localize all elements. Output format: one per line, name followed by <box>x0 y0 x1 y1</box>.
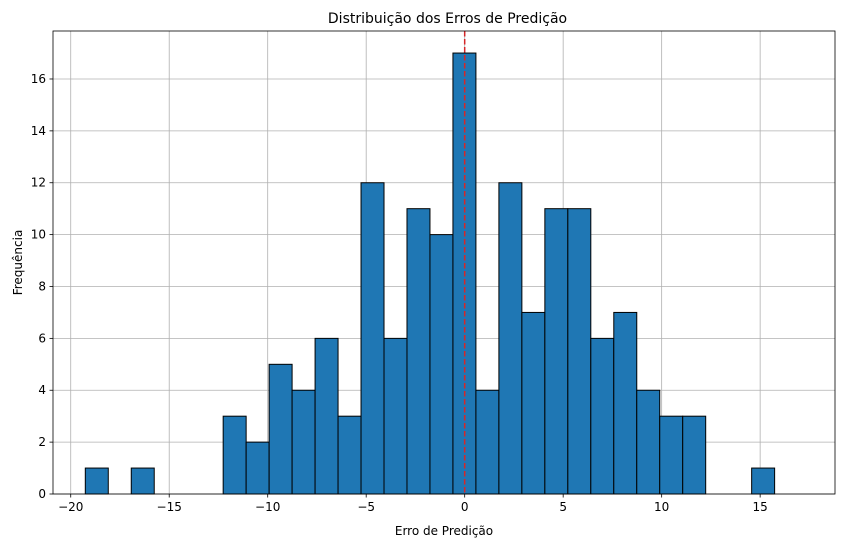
x-tick-label: 0 <box>461 500 469 514</box>
histogram-bar <box>544 208 569 495</box>
histogram-bar <box>337 415 362 495</box>
histogram-bar <box>636 389 661 495</box>
histogram-bar <box>383 337 408 495</box>
histogram-bar <box>84 467 109 495</box>
y-axis: 0 2 4 6 8 10 12 14 16 <box>31 72 53 501</box>
histogram-bar <box>245 441 270 495</box>
histogram-bar <box>567 208 592 495</box>
histogram-bar <box>751 467 776 495</box>
x-tick-label: 5 <box>559 500 567 514</box>
histogram-bar <box>659 415 684 495</box>
histogram-bar <box>521 311 546 495</box>
x-axis: −20 −15 −10 −5 0 5 10 15 <box>58 494 768 514</box>
x-tick-label: −15 <box>157 500 182 514</box>
chart-title: Distribuição dos Erros de Predição <box>328 11 567 27</box>
x-axis-label: Erro de Predição <box>395 524 493 538</box>
histogram-bar <box>222 415 247 495</box>
y-tick-label: 4 <box>38 383 46 397</box>
histogram-bar <box>475 389 500 495</box>
histogram-bar <box>360 182 385 495</box>
y-axis-label: Frequência <box>11 230 25 296</box>
y-tick-label: 10 <box>31 228 46 242</box>
histogram-bar <box>590 337 615 495</box>
y-tick-label: 14 <box>31 124 46 138</box>
x-tick-label: 15 <box>753 500 768 514</box>
histogram-bar <box>498 182 523 495</box>
histogram-bar <box>682 415 707 495</box>
y-tick-label: 12 <box>31 176 46 190</box>
x-tick-label: −10 <box>255 500 280 514</box>
histogram-bar <box>406 208 431 495</box>
x-tick-label: 10 <box>654 500 669 514</box>
histogram-bar <box>314 337 339 495</box>
y-tick-label: 0 <box>38 487 46 501</box>
y-tick-label: 8 <box>38 279 46 293</box>
histogram-bar <box>130 467 155 495</box>
bars <box>84 52 776 495</box>
histogram-bar <box>429 234 454 495</box>
histogram-bar <box>291 389 316 495</box>
x-tick-label: −5 <box>357 500 375 514</box>
plot-frame <box>52 30 836 495</box>
y-tick-label: 16 <box>31 72 46 86</box>
y-tick-label: 6 <box>38 331 46 345</box>
y-tick-label: 2 <box>38 435 46 449</box>
x-tick-label: −20 <box>58 500 83 514</box>
histogram-bar <box>613 311 638 495</box>
histogram-bar <box>268 363 293 495</box>
